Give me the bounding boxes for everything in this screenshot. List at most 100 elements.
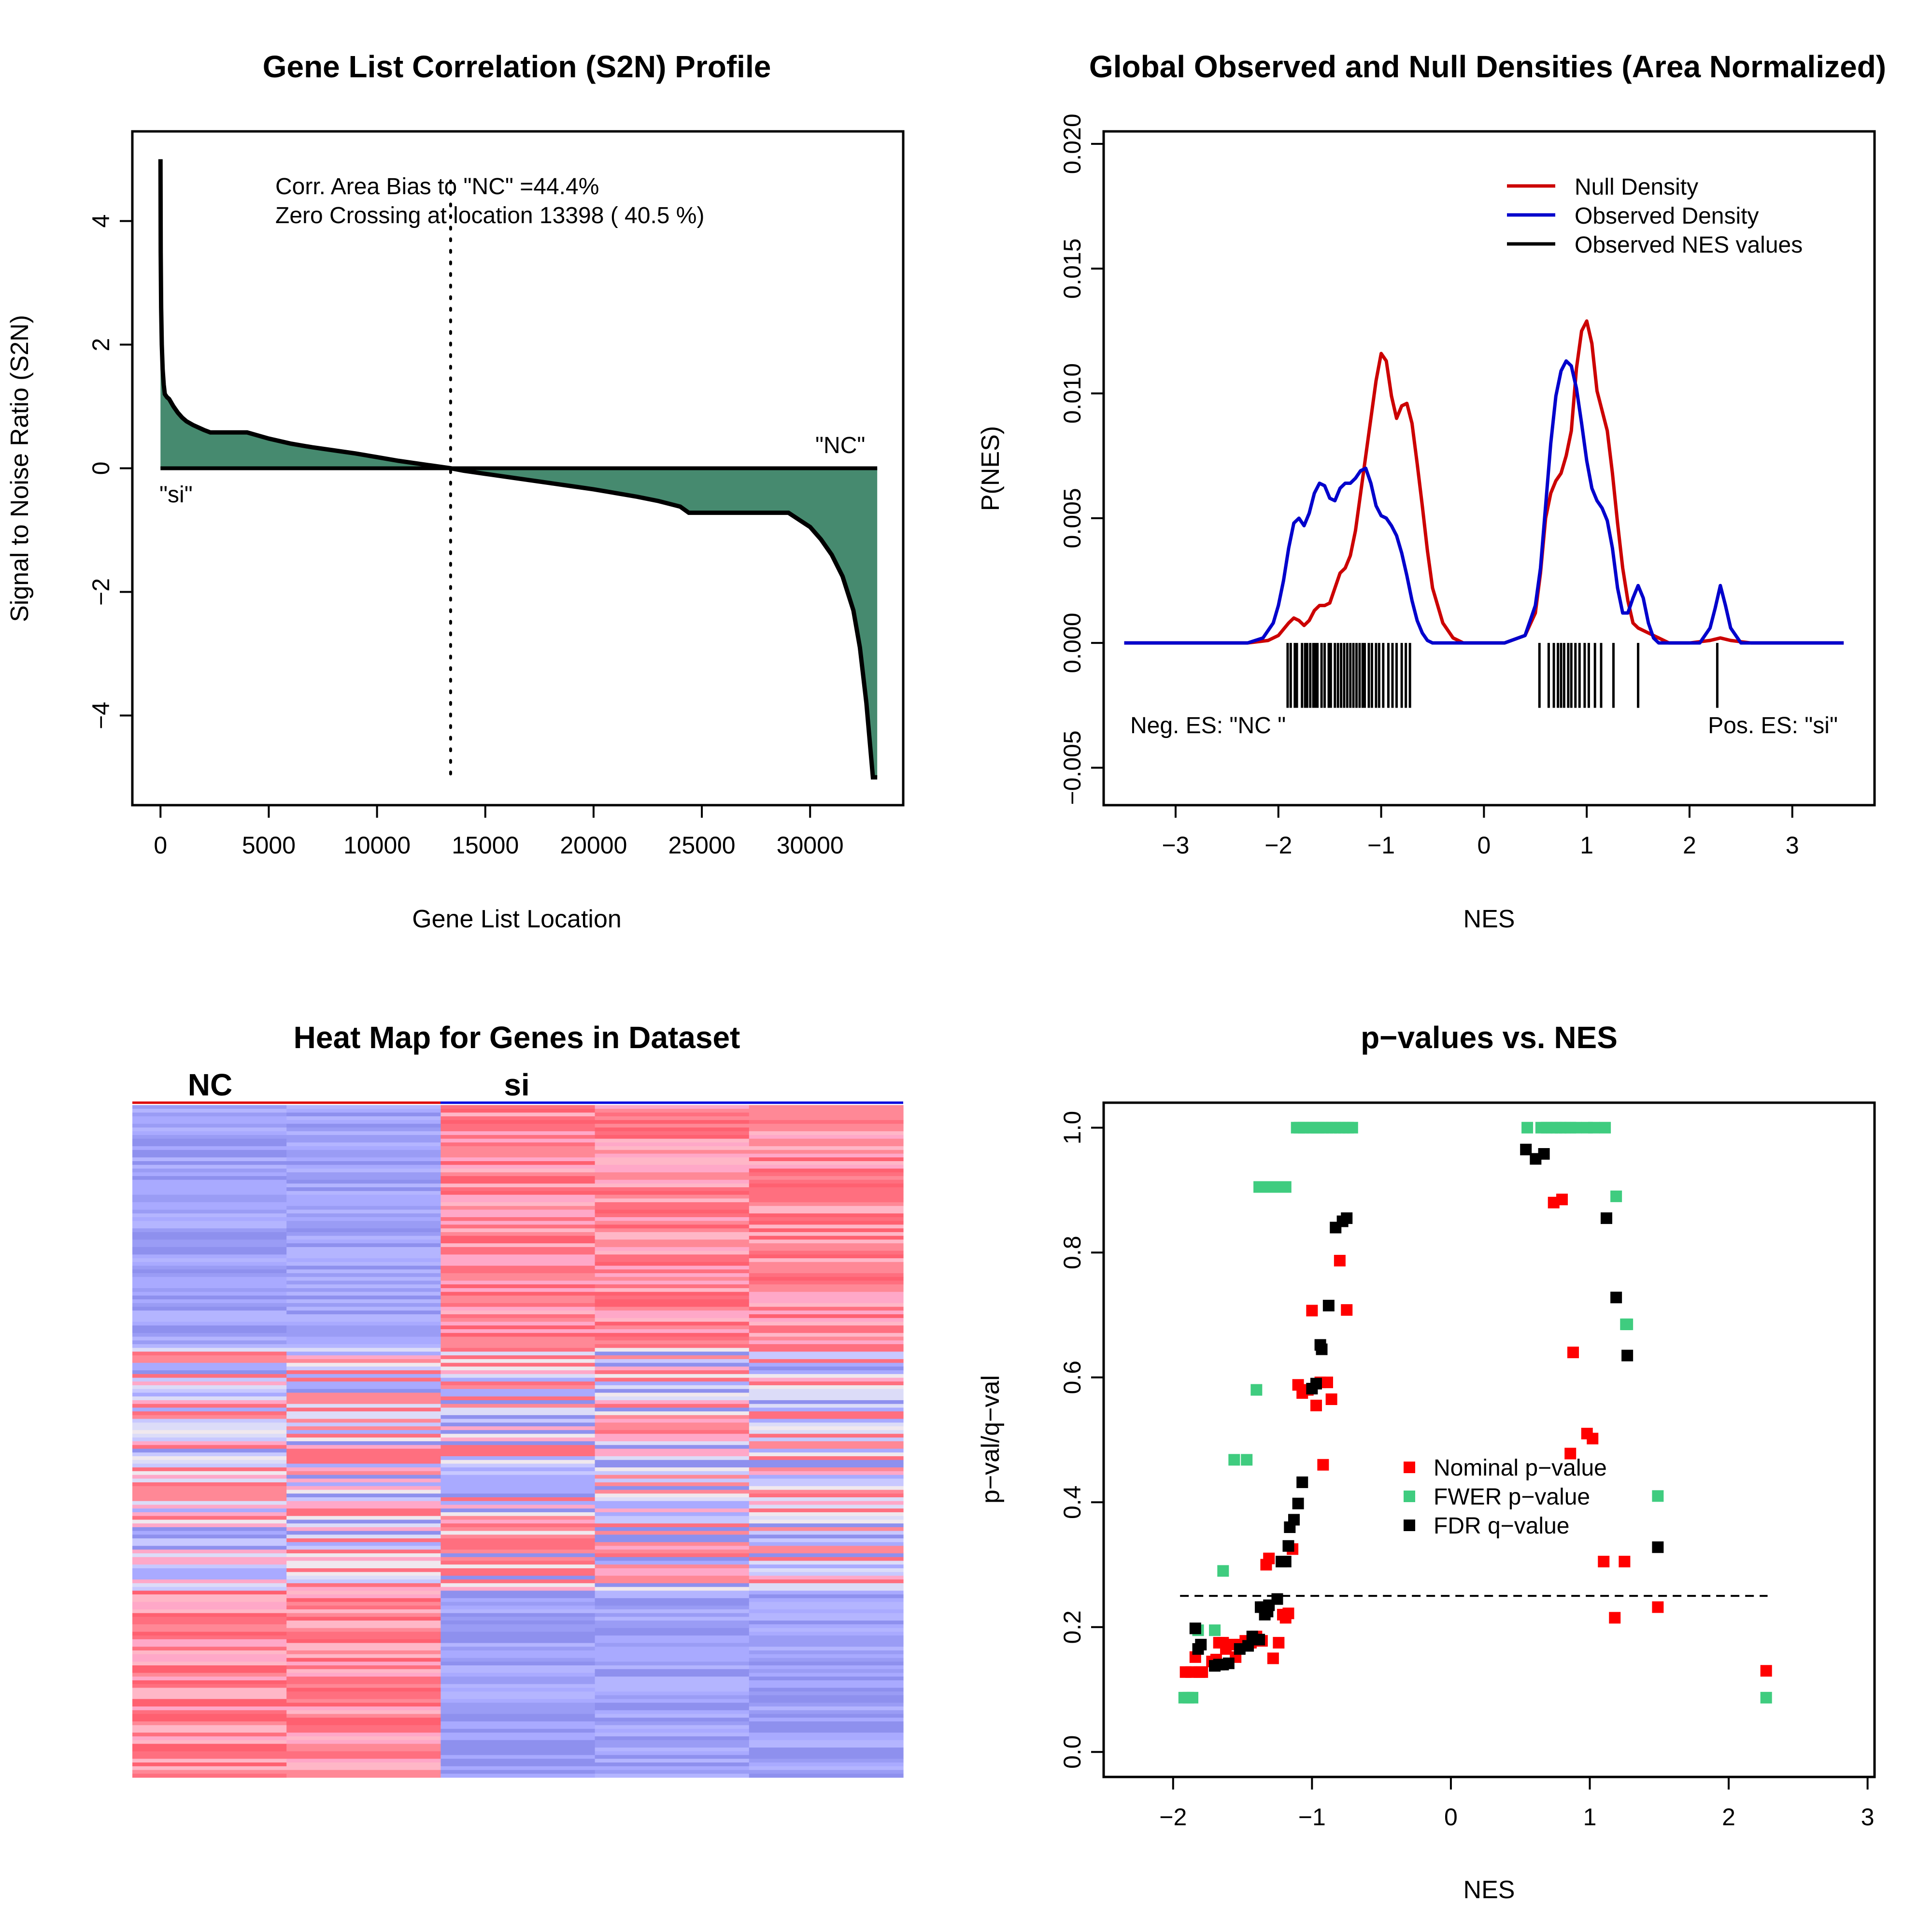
heatmap-cell — [132, 1714, 287, 1718]
heatmap-cell — [286, 1430, 441, 1435]
heatmap-cell — [132, 1351, 287, 1356]
heatmap-cell — [595, 1344, 750, 1349]
density-x-tick-label: 1 — [1580, 832, 1593, 859]
heatmap-cell — [286, 1441, 441, 1446]
heatmap-cell — [286, 1273, 441, 1278]
heatmap-cell — [595, 1370, 750, 1375]
heatmap-cell — [440, 1430, 596, 1435]
heatmap-cell — [749, 1116, 904, 1121]
heatmap-cell — [440, 1258, 596, 1263]
heatmap-cell — [749, 1239, 904, 1244]
heatmap-cell — [286, 1288, 441, 1293]
heatmap-cell — [440, 1318, 596, 1322]
heatmap-cell — [286, 1381, 441, 1386]
fwer-pvalue-point — [1588, 1122, 1600, 1134]
heatmap-cell — [132, 1691, 287, 1696]
heatmap-cell — [286, 1434, 441, 1438]
heatmap-cell — [132, 1355, 287, 1360]
heatmap-cell — [286, 1691, 441, 1696]
heatmap-cell — [286, 1340, 441, 1345]
fdr-qvalue-point — [1341, 1212, 1353, 1224]
heatmap-cell — [749, 1553, 904, 1558]
heatmap-cell — [440, 1505, 596, 1509]
heatmap-cell — [132, 1112, 287, 1117]
heatmap-cell — [440, 1699, 596, 1703]
heatmap-cell — [286, 1258, 441, 1263]
heatmap-cell — [132, 1639, 287, 1644]
heatmap-cell — [595, 1460, 750, 1464]
heatmap-cell — [132, 1396, 287, 1401]
heatmap-cell — [440, 1396, 596, 1401]
heatmap-cell — [132, 1295, 287, 1300]
heatmap-cell — [749, 1325, 904, 1330]
pvalues-panel: p−values vs. NES −2 −1 0 1 2 3 0.00.20.40.60.… — [977, 1020, 1876, 1904]
heatmap-cell — [595, 1168, 750, 1173]
heatmap-cell — [440, 1191, 596, 1195]
fdr-qvalue-point — [1288, 1514, 1300, 1526]
density-y-axis: −0.005 0.000 0.005 0.010 0.015 0.020 — [1059, 114, 1104, 805]
heatmap-cell — [440, 1415, 596, 1420]
heatmap-cell — [595, 1482, 750, 1487]
heatmap-cell — [286, 1534, 441, 1539]
heatmap-cell — [749, 1613, 904, 1618]
heatmap-cell — [286, 1650, 441, 1655]
heatmap-cell — [132, 1105, 287, 1109]
heatmap-cell — [595, 1617, 750, 1621]
heatmap-cell — [286, 1721, 441, 1726]
nominal-pvalue-point — [1273, 1637, 1285, 1649]
heatmap-cell — [440, 1381, 596, 1386]
pvalues-y-tick-label: 0.2 — [1059, 1610, 1086, 1644]
heatmap-cell — [132, 1135, 287, 1139]
heatmap-cell — [440, 1108, 596, 1113]
heatmap-cell — [749, 1650, 904, 1655]
heatmap-cell — [749, 1105, 904, 1109]
heatmap-cell — [440, 1243, 596, 1248]
heatmap-cell — [595, 1187, 750, 1192]
heatmap-cell — [440, 1493, 596, 1498]
heatmap-cell — [132, 1662, 287, 1666]
heatmap-cell — [749, 1598, 904, 1603]
heatmap-cell — [440, 1456, 596, 1461]
heatmap-cell — [286, 1482, 441, 1487]
heatmap-cell — [440, 1411, 596, 1416]
heatmap-cell — [132, 1344, 287, 1349]
heatmap-cell — [595, 1127, 750, 1132]
heatmap-cell — [132, 1318, 287, 1322]
heatmap-cell — [132, 1744, 287, 1748]
heatmap-cell — [286, 1583, 441, 1588]
heatmap-cell — [132, 1520, 287, 1524]
heatmap-cell — [286, 1736, 441, 1741]
heatmap-cell — [132, 1747, 287, 1752]
heatmap-cell — [132, 1411, 287, 1416]
heatmap-cell — [595, 1613, 750, 1618]
heatmap-cell — [440, 1336, 596, 1341]
heatmap-cell — [749, 1247, 904, 1251]
heatmap-cell — [595, 1516, 750, 1520]
nominal-pvalue-point — [1306, 1305, 1318, 1317]
heatmap-cell — [749, 1370, 904, 1375]
heatmap-cell — [749, 1587, 904, 1591]
heatmap-cell — [440, 1116, 596, 1121]
heatmap-cell — [749, 1676, 904, 1681]
heatmap-cell — [595, 1643, 750, 1647]
fdr-qvalue-point — [1189, 1622, 1201, 1634]
heatmap-cell — [440, 1467, 596, 1472]
heatmap-cell — [595, 1146, 750, 1151]
heatmap-cell — [286, 1774, 441, 1778]
heatmap-cell — [595, 1647, 750, 1651]
heatmap-cell — [132, 1549, 287, 1554]
heatmap-cell — [749, 1635, 904, 1640]
heatmap-cell — [132, 1120, 287, 1124]
heatmap-cell — [286, 1733, 441, 1737]
heatmap-cell — [132, 1527, 287, 1532]
heatmap-cell — [749, 1501, 904, 1506]
heatmap-cell — [440, 1744, 596, 1748]
heatmap-cell — [440, 1179, 596, 1184]
heatmap-cell — [286, 1463, 441, 1468]
heatmap-cell — [440, 1520, 596, 1524]
heatmap-cell — [132, 1598, 287, 1603]
fdr-qvalue-point — [1610, 1292, 1622, 1304]
heatmap-cell — [440, 1486, 596, 1491]
heatmap-cell — [286, 1714, 441, 1718]
legend-fwer: FWER p−value — [1434, 1484, 1590, 1510]
